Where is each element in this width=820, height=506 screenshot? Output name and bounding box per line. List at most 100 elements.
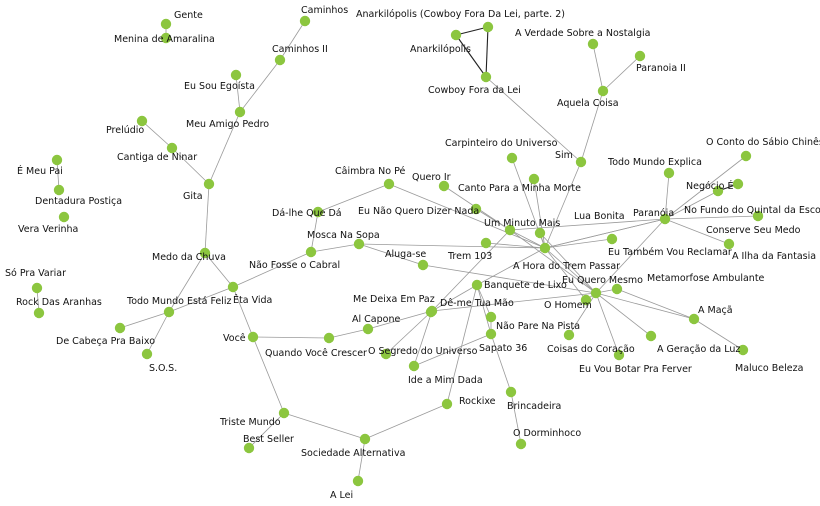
node-maluco[interactable] bbox=[737, 344, 749, 356]
node-sos[interactable] bbox=[141, 348, 153, 360]
node-sim[interactable] bbox=[575, 156, 587, 168]
edge-medo-etavida bbox=[204, 252, 234, 288]
node-paranoia[interactable] bbox=[659, 213, 671, 225]
node-caminhos2[interactable] bbox=[274, 54, 286, 66]
edge-metamorfose-amaca bbox=[616, 288, 695, 320]
node-voce[interactable] bbox=[247, 331, 259, 343]
edge-demetua-ideamim bbox=[413, 310, 433, 367]
node-eutambem[interactable] bbox=[606, 233, 618, 245]
node-quando[interactable] bbox=[323, 332, 335, 344]
node-medo[interactable] bbox=[199, 247, 211, 259]
node-trem103[interactable] bbox=[480, 237, 492, 249]
node-caminhos[interactable] bbox=[299, 15, 311, 27]
node-anark[interactable] bbox=[450, 29, 462, 41]
node-metamorfose[interactable] bbox=[611, 283, 623, 295]
node-banquete[interactable] bbox=[471, 279, 483, 291]
node-mosca[interactable] bbox=[305, 246, 317, 258]
node-label-rock: Rock Das Aranhas bbox=[16, 297, 102, 308]
node-querair[interactable] bbox=[438, 180, 450, 192]
node-label-demetua: Dê-me Tua Mão bbox=[440, 298, 514, 309]
node-sociedade[interactable] bbox=[359, 433, 371, 445]
node-aquelacoisa[interactable] bbox=[597, 85, 609, 97]
node-label-etavida: Êta Vida bbox=[233, 294, 272, 306]
node-averdade[interactable] bbox=[587, 38, 599, 50]
edge-triste-sociedade bbox=[283, 412, 366, 440]
node-carpinteiro[interactable] bbox=[506, 152, 518, 164]
edge-sim-ahora bbox=[544, 161, 582, 249]
node-vera[interactable] bbox=[58, 211, 70, 223]
node-egoista[interactable] bbox=[230, 69, 242, 81]
node-menina[interactable] bbox=[160, 32, 172, 44]
node-ahora[interactable] bbox=[539, 242, 551, 254]
node-alei[interactable] bbox=[352, 475, 364, 487]
node-amigo[interactable] bbox=[234, 106, 246, 118]
node-label-ohomem: O Homem bbox=[544, 300, 592, 311]
node-preludio[interactable] bbox=[136, 115, 148, 127]
node-todomundofeliz[interactable] bbox=[163, 306, 175, 318]
node-label-rockixe: Rockixe bbox=[459, 396, 496, 407]
edge-paranoia-conserve bbox=[664, 215, 759, 220]
node-dalhe[interactable] bbox=[312, 206, 324, 218]
node-gente[interactable] bbox=[160, 18, 172, 30]
node-dorminhoco[interactable] bbox=[515, 438, 527, 450]
node-conserve[interactable] bbox=[752, 210, 764, 222]
node-label-amigo: Meu Amigo Pedro bbox=[186, 119, 269, 130]
edge-banquete-naopare bbox=[476, 284, 492, 318]
node-naofosse[interactable] bbox=[353, 238, 365, 250]
node-euqueromesmo[interactable] bbox=[590, 287, 602, 299]
node-rockixe[interactable] bbox=[441, 398, 453, 410]
node-luabonita[interactable] bbox=[534, 227, 546, 239]
node-ohomem[interactable] bbox=[580, 294, 592, 306]
node-soprav[interactable] bbox=[31, 282, 43, 294]
node-cantopara[interactable] bbox=[528, 173, 540, 185]
node-naopare[interactable] bbox=[485, 311, 497, 323]
node-cambra[interactable] bbox=[383, 178, 395, 190]
node-label-conserve: Conserve Seu Medo bbox=[706, 225, 801, 236]
node-rock[interactable] bbox=[33, 307, 45, 319]
node-emeupai[interactable] bbox=[51, 154, 63, 166]
node-coisasdocoracao[interactable] bbox=[563, 329, 575, 341]
node-nofundo[interactable] bbox=[732, 178, 744, 190]
node-alcapone[interactable] bbox=[362, 323, 374, 335]
node-dentadura[interactable] bbox=[53, 184, 65, 196]
node-naoquero[interactable] bbox=[470, 203, 482, 215]
edge-paranoia-negocio bbox=[664, 190, 719, 220]
node-triste[interactable] bbox=[278, 407, 290, 419]
node-label-cantiga: Cantiga de Ninar bbox=[117, 152, 197, 163]
node-ocontodosabio[interactable] bbox=[740, 150, 752, 162]
node-euvoubotar[interactable] bbox=[613, 349, 625, 361]
edge-luabonita-euqueromesmo bbox=[539, 232, 597, 294]
node-bestseller[interactable] bbox=[243, 442, 255, 454]
node-umminuto[interactable] bbox=[504, 224, 516, 236]
node-negocio[interactable] bbox=[712, 185, 724, 197]
node-etavida[interactable] bbox=[227, 281, 239, 293]
node-amaca[interactable] bbox=[688, 313, 700, 325]
graph-labels: Gente Menina de Amaralina Caminhos Caminhos… bbox=[5, 5, 820, 501]
node-decabeca[interactable] bbox=[114, 322, 126, 334]
node-todomundoexplica[interactable] bbox=[663, 167, 675, 179]
node-sapato[interactable] bbox=[485, 328, 497, 340]
node-label-naopare: Não Pare Na Pista bbox=[496, 321, 580, 332]
edge-sociedade-alei bbox=[357, 438, 366, 482]
node-label-cantopara: Canto Para a Minha Morte bbox=[458, 183, 581, 194]
node-label-luabonita: Lua Bonita bbox=[574, 211, 625, 222]
node-label-todomundofeliz: Todo Mundo Está Feliz bbox=[126, 296, 232, 307]
node-gita[interactable] bbox=[203, 178, 215, 190]
node-ageracao[interactable] bbox=[645, 330, 657, 342]
node-alugase[interactable] bbox=[417, 259, 429, 271]
edge-demetua-segredo bbox=[385, 310, 433, 355]
node-cantiga[interactable] bbox=[166, 142, 178, 154]
node-ailha[interactable] bbox=[723, 238, 735, 250]
node-label-vera: Vera Verinha bbox=[18, 224, 78, 235]
node-label-trem103: Trem 103 bbox=[447, 251, 492, 262]
node-paranoia2[interactable] bbox=[634, 50, 646, 62]
node-ideamim[interactable] bbox=[408, 360, 420, 372]
node-demetua[interactable] bbox=[426, 305, 438, 317]
edge-naoquero-umminuto bbox=[475, 208, 511, 231]
node-brincadeira[interactable] bbox=[505, 386, 517, 398]
node-cowboy[interactable] bbox=[480, 71, 492, 83]
node-anark2[interactable] bbox=[482, 21, 494, 33]
edge-ahora-banquete bbox=[476, 247, 546, 286]
node-label-ageracao: A Geração da Luz bbox=[657, 344, 740, 355]
node-segredo[interactable] bbox=[380, 348, 392, 360]
